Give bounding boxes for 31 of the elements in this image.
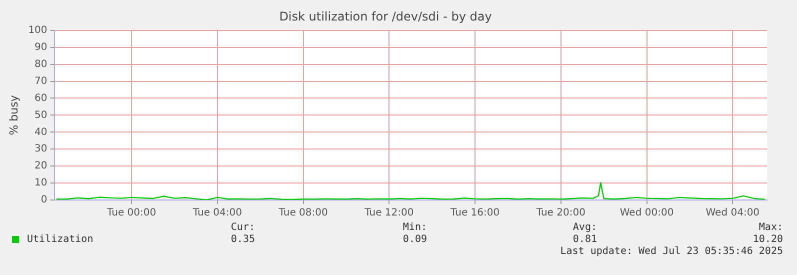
y-tick-label: 70: [34, 76, 48, 87]
text: 0.81: [572, 234, 597, 245]
y-tick-label: 10: [34, 178, 48, 189]
x-tick-label: Tue 12:00: [364, 208, 414, 219]
y-tick-label: 90: [34, 42, 48, 53]
text: Last update: Wed Jul 23 05:35:46 2025: [560, 246, 783, 257]
text: Cur:: [230, 222, 255, 233]
x-tick-label: Tue 08:00: [278, 208, 328, 219]
x-tick-label: Tue 04:00: [192, 208, 242, 219]
y-tick-label: 50: [34, 110, 48, 121]
y-tick-label: 60: [34, 92, 48, 104]
x-tick-label: Tue 20:00: [535, 208, 586, 219]
text: Min:: [402, 222, 427, 233]
chart-title: Disk utilization for /dev/sdi - by day: [279, 9, 492, 24]
text: 10.20: [752, 234, 783, 245]
text: 0.09: [402, 234, 427, 245]
text: 0.35: [230, 234, 255, 245]
y-axis-title: % busy: [7, 94, 20, 136]
y-tick-label: 80: [34, 58, 48, 70]
y-tick-label: 100: [28, 24, 48, 36]
y-tick-label: 0: [40, 194, 48, 206]
x-tick-label: Wed 04:00: [706, 208, 760, 219]
x-tick-label: Tue 00:00: [106, 208, 156, 219]
y-tick-label: 30: [34, 144, 48, 155]
x-tick-label: Wed 00:00: [620, 208, 674, 219]
y-tick-label: 40: [34, 126, 48, 138]
text: Max:: [758, 222, 783, 233]
text: Avg:: [572, 222, 597, 233]
y-tick-label: 20: [34, 160, 48, 172]
legend-label: Utilization: [27, 234, 94, 245]
x-tick-label: Tue 16:00: [450, 208, 500, 219]
